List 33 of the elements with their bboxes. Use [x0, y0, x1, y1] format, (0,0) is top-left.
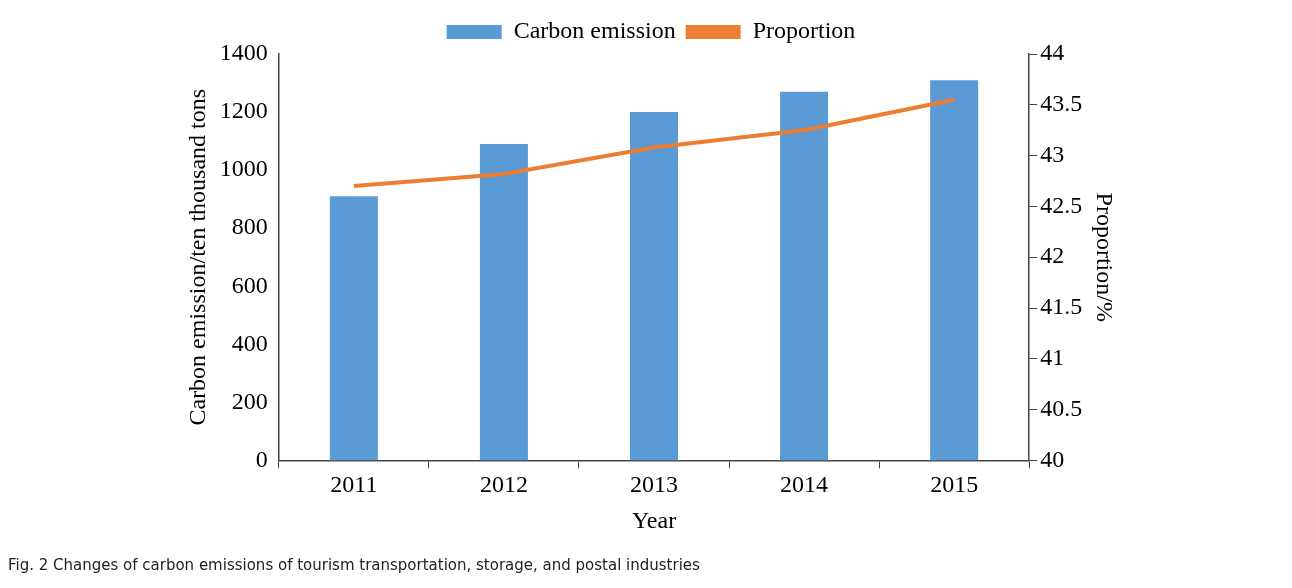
bar — [780, 91, 829, 461]
y-tick-label: 400 — [231, 329, 268, 356]
y2-tick-label: 42.5 — [1040, 191, 1083, 218]
legend-label: Proportion — [752, 17, 856, 44]
y-tick-label: 0 — [255, 445, 268, 472]
y2-axis-title: Proportion/% — [1092, 192, 1119, 322]
y2-tick-label: 40.5 — [1040, 394, 1083, 421]
y2-tick-label: 43 — [1040, 140, 1065, 167]
legend-label: Carbon emission — [513, 17, 676, 44]
caption: Fig. 2 Changes of carbon emissions of tourism transportation, storage, and postal industries — [8, 556, 700, 574]
x-tick-label: 2012 — [479, 471, 528, 498]
y-tick-label: 800 — [231, 213, 268, 240]
x-tick-label: 2013 — [630, 471, 678, 498]
y2-tick-label: 41 — [1040, 344, 1065, 371]
y-axis-title: Carbon emission/ten thousand tons — [183, 88, 210, 426]
y-tick-label: 1000 — [219, 155, 268, 182]
y2-tick-label: 43.5 — [1040, 90, 1083, 117]
y-tick-label: 1200 — [219, 97, 268, 124]
y2-tick-label: 44 — [1040, 39, 1065, 66]
y2-tick-label: 40 — [1040, 445, 1065, 472]
bar — [629, 112, 679, 461]
x-tick-label: 2014 — [780, 471, 829, 498]
bar — [329, 196, 378, 461]
y-tick-label: 600 — [231, 271, 268, 298]
x-tick-label: 2015 — [930, 471, 979, 498]
bar — [479, 143, 528, 461]
x-tick-label: 2011 — [330, 471, 378, 498]
x-axis-title: Year — [631, 506, 677, 533]
y-tick-label: 1400 — [219, 39, 268, 66]
y-tick-label: 200 — [231, 387, 268, 414]
y2-tick-label: 41.5 — [1040, 293, 1083, 320]
bar — [930, 80, 979, 461]
y2-tick-label: 42 — [1040, 242, 1065, 269]
